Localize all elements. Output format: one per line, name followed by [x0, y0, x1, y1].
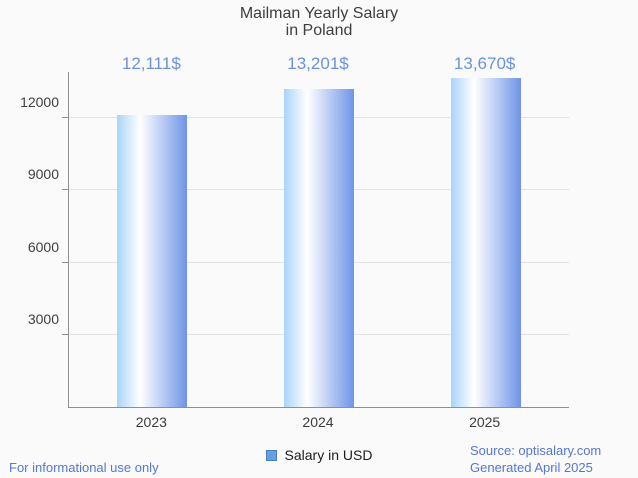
y-tick-label: 6000 — [27, 238, 59, 255]
x-tick-label-2024: 2024 — [302, 414, 334, 430]
source-text: Source: optisalary.com — [470, 443, 602, 458]
generated-text: Generated April 2025 — [470, 460, 593, 475]
value-labels-row: 12,111$ 13,201$ 13,670$ — [68, 54, 568, 76]
y-tick-label: 12000 — [20, 94, 59, 110]
bar-2025[interactable] — [450, 77, 521, 407]
chart-title: Mailman Yearly Salary in Poland — [0, 5, 638, 39]
bar-2024[interactable] — [284, 89, 354, 407]
value-label-2025: 13,670$ — [453, 54, 516, 73]
plot-area: 3000 6000 9000 12000 — [20, 72, 569, 408]
chart-title-line2: in Poland — [285, 22, 353, 39]
bar-2023[interactable] — [117, 115, 188, 407]
y-tick-mark — [62, 189, 69, 191]
legend-label: Salary in USD — [284, 447, 373, 463]
x-tick-label-2023: 2023 — [135, 414, 167, 430]
legend-swatch — [265, 449, 277, 461]
x-tick-label-2025: 2025 — [469, 414, 501, 430]
value-label-2023: 12,111$ — [121, 54, 181, 73]
y-tick-mark — [62, 333, 69, 335]
value-label-2024: 13,201$ — [287, 54, 349, 73]
chart-title-line1: Mailman Yearly Salary — [239, 5, 399, 22]
y-tick-label: 3000 — [27, 310, 59, 327]
y-tick-mark — [62, 117, 69, 118]
source-block: Source: optisalary.com Generated April 2… — [470, 442, 601, 476]
legend: Salary in USD — [0, 447, 638, 463]
disclaimer-text: For informational use only — [9, 460, 159, 475]
y-tick-label: 9000 — [27, 166, 59, 183]
y-tick-mark — [62, 261, 69, 263]
x-axis-labels: 2023 2024 2025 — [68, 414, 568, 432]
